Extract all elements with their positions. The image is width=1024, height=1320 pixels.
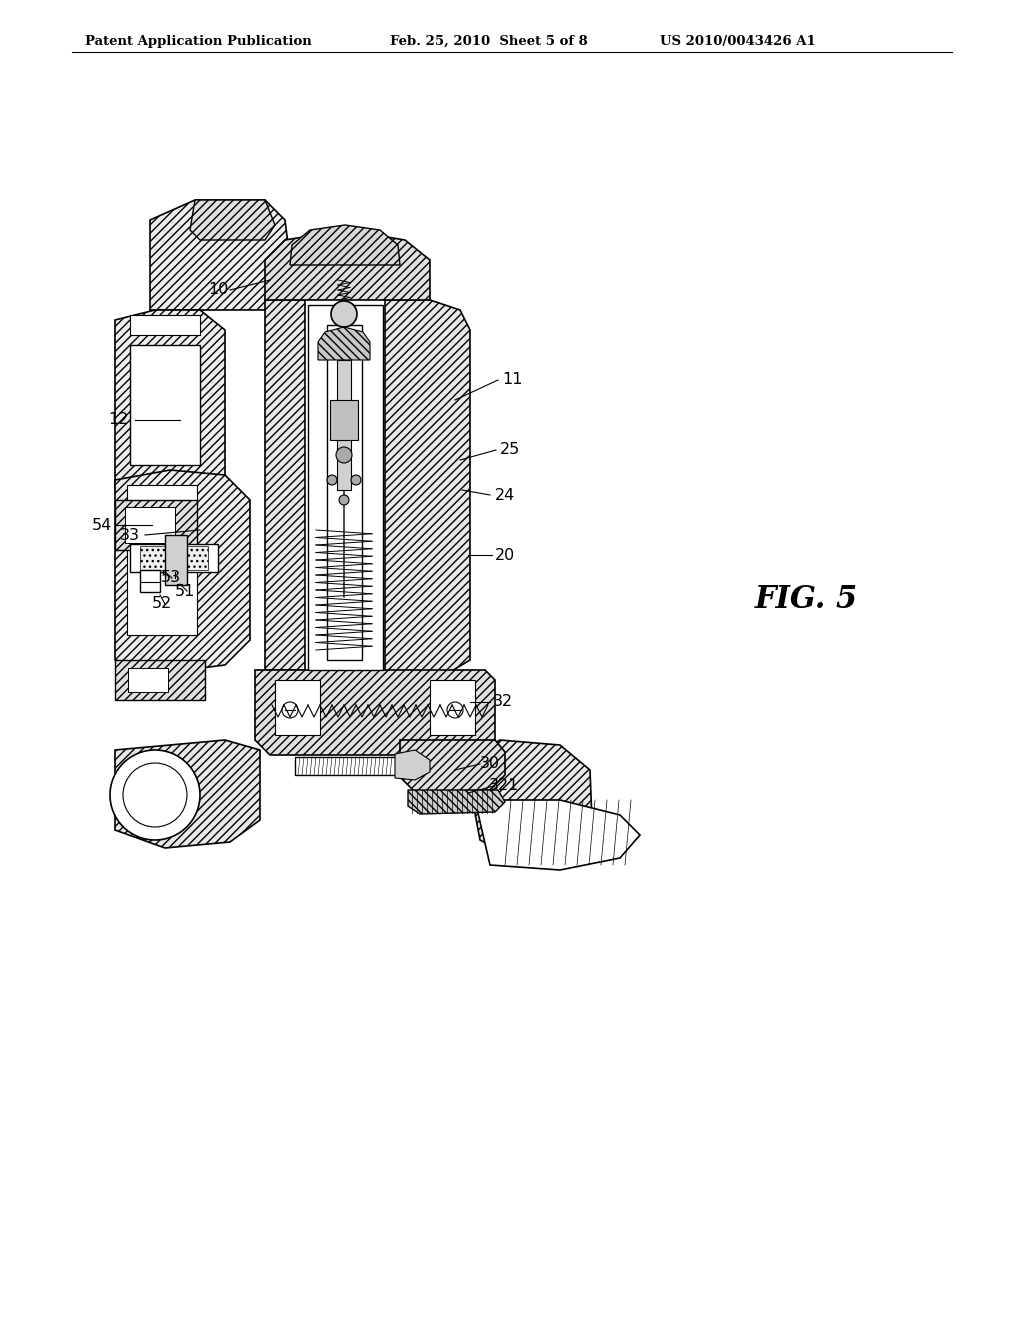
Bar	[130, 544, 218, 572]
Text: 51: 51	[175, 583, 196, 598]
Text: Patent Application Publication: Patent Application Publication	[85, 36, 311, 48]
Bar	[127, 484, 197, 506]
Bar	[128, 668, 168, 692]
Polygon shape	[115, 310, 225, 500]
Text: 12: 12	[108, 412, 128, 428]
Bar	[130, 315, 200, 335]
Bar	[130, 345, 200, 465]
Text: 30: 30	[480, 756, 500, 771]
Bar	[308, 305, 383, 671]
Polygon shape	[385, 300, 470, 672]
Polygon shape	[395, 750, 430, 780]
Polygon shape	[290, 224, 400, 265]
Polygon shape	[408, 789, 505, 814]
Circle shape	[331, 301, 357, 327]
Polygon shape	[265, 300, 305, 671]
Circle shape	[123, 763, 187, 828]
Bar	[115, 500, 197, 550]
Text: 52: 52	[152, 597, 172, 611]
Text: 33: 33	[120, 528, 140, 543]
Text: 32: 32	[493, 694, 513, 710]
Bar	[295, 756, 403, 775]
Text: 24: 24	[495, 487, 515, 503]
Circle shape	[339, 495, 349, 506]
Polygon shape	[190, 201, 275, 240]
Circle shape	[447, 702, 463, 718]
Bar	[330, 400, 358, 440]
Text: US 2010/0043426 A1: US 2010/0043426 A1	[660, 36, 816, 48]
Polygon shape	[265, 230, 430, 300]
Polygon shape	[115, 470, 250, 672]
Text: Feb. 25, 2010  Sheet 5 of 8: Feb. 25, 2010 Sheet 5 of 8	[390, 36, 588, 48]
Text: 54: 54	[92, 517, 112, 532]
Circle shape	[327, 475, 337, 484]
Polygon shape	[255, 671, 495, 755]
Bar	[125, 507, 175, 543]
Polygon shape	[318, 327, 370, 360]
Bar	[327, 325, 362, 660]
Bar	[337, 360, 351, 490]
Polygon shape	[475, 800, 640, 870]
Circle shape	[351, 475, 361, 484]
Bar	[140, 570, 160, 591]
Bar	[115, 660, 205, 700]
Bar	[140, 546, 208, 570]
Circle shape	[110, 750, 200, 840]
Text: 10: 10	[208, 282, 228, 297]
Text: 11: 11	[502, 372, 522, 388]
Text: 321: 321	[488, 779, 519, 793]
Polygon shape	[465, 741, 592, 855]
Text: 20: 20	[495, 548, 515, 562]
Text: 25: 25	[500, 442, 520, 458]
Text: 53: 53	[161, 570, 181, 586]
Bar	[275, 680, 319, 735]
Circle shape	[336, 447, 352, 463]
Polygon shape	[150, 201, 290, 310]
Polygon shape	[400, 741, 505, 792]
Circle shape	[282, 702, 298, 718]
Polygon shape	[115, 741, 260, 847]
Text: FIG. 5: FIG. 5	[755, 585, 858, 615]
Bar	[165, 535, 187, 585]
Bar	[127, 515, 197, 635]
Bar	[430, 680, 475, 735]
